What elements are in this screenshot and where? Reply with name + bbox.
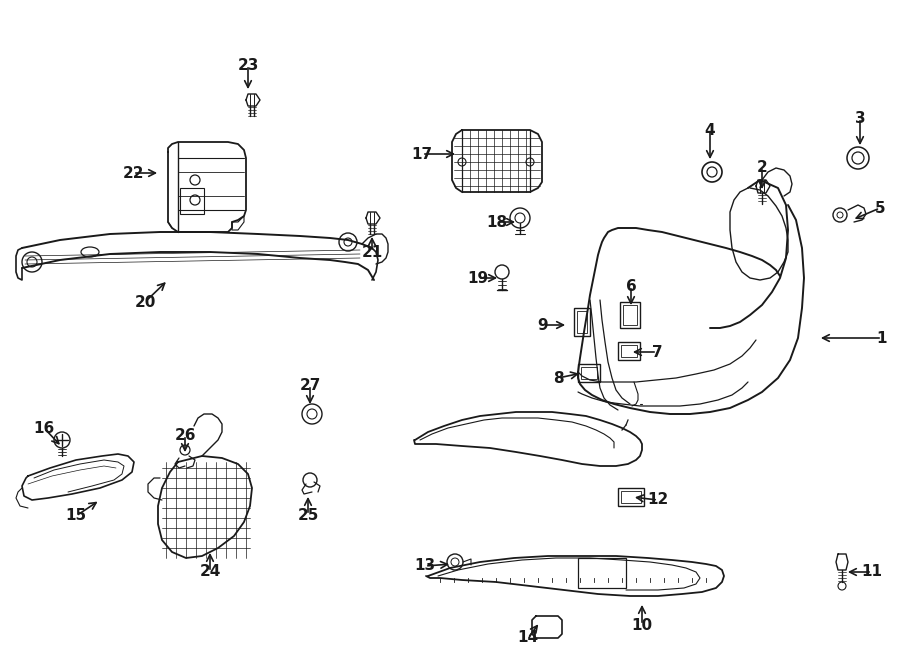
Text: 24: 24 bbox=[199, 565, 220, 579]
Text: 8: 8 bbox=[553, 371, 563, 385]
Bar bbox=[581, 367, 597, 379]
Text: 3: 3 bbox=[855, 111, 865, 126]
Text: 23: 23 bbox=[238, 58, 258, 73]
Text: 17: 17 bbox=[411, 146, 433, 162]
Text: 6: 6 bbox=[626, 279, 636, 293]
Text: 7: 7 bbox=[652, 344, 662, 359]
Text: 11: 11 bbox=[861, 565, 883, 579]
Text: 9: 9 bbox=[537, 318, 548, 332]
Text: 22: 22 bbox=[122, 166, 144, 181]
Text: 10: 10 bbox=[632, 618, 652, 632]
Bar bbox=[621, 345, 637, 357]
Text: 2: 2 bbox=[757, 160, 768, 175]
Text: 5: 5 bbox=[875, 201, 886, 216]
Bar bbox=[578, 558, 626, 588]
Text: 26: 26 bbox=[175, 428, 196, 442]
Text: 20: 20 bbox=[134, 295, 156, 310]
Bar bbox=[621, 491, 641, 503]
Bar bbox=[623, 305, 637, 325]
Text: 12: 12 bbox=[647, 493, 669, 508]
Text: 21: 21 bbox=[362, 244, 382, 260]
Bar bbox=[574, 308, 590, 336]
Bar bbox=[620, 302, 640, 328]
Bar bbox=[618, 342, 640, 360]
Text: 1: 1 bbox=[877, 330, 887, 346]
Text: 18: 18 bbox=[486, 214, 508, 230]
Text: 27: 27 bbox=[300, 377, 320, 393]
Text: 25: 25 bbox=[297, 508, 319, 522]
Text: 14: 14 bbox=[518, 630, 538, 645]
Text: 16: 16 bbox=[33, 420, 55, 436]
Text: 19: 19 bbox=[467, 271, 489, 285]
Text: 13: 13 bbox=[414, 559, 436, 573]
Bar bbox=[618, 488, 644, 506]
Bar bbox=[180, 188, 204, 214]
Text: 4: 4 bbox=[705, 122, 716, 138]
Bar bbox=[577, 311, 587, 333]
Bar bbox=[578, 364, 600, 382]
Text: 15: 15 bbox=[66, 508, 86, 524]
